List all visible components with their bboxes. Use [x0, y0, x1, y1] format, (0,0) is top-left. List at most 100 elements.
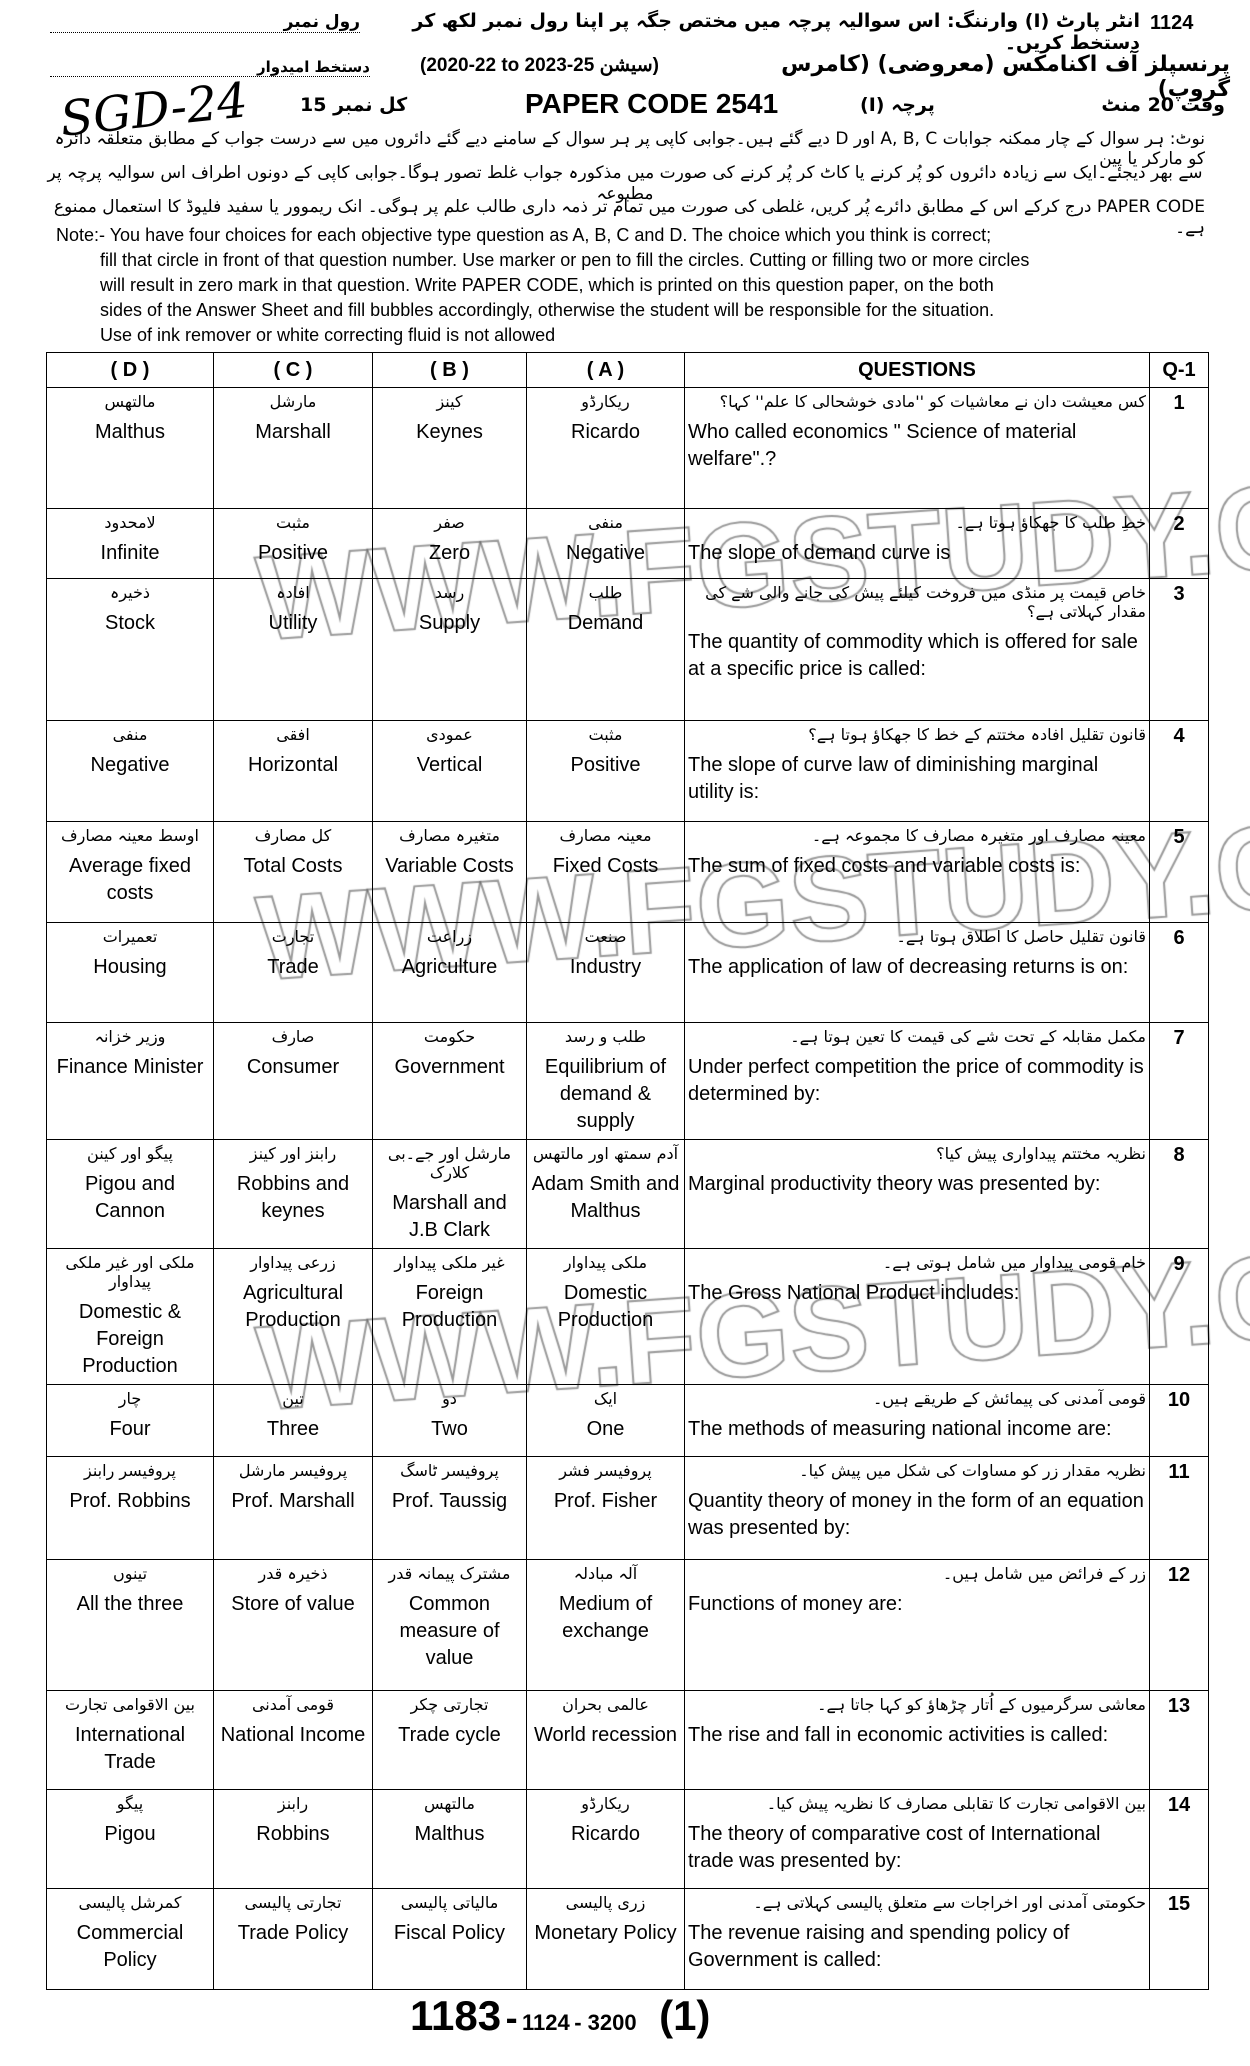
question-english: The revenue raising and spending policy … — [688, 1922, 1070, 1971]
footer-part: (1) — [659, 1992, 711, 2039]
option-urdu: آدم سمتھ اور مالتھس — [532, 1144, 679, 1163]
question-number: 5 — [1149, 821, 1209, 923]
option-urdu: رسد — [434, 583, 465, 602]
option-urdu: ذخیرہ قدر — [258, 1564, 328, 1583]
question-english: The slope of demand curve is — [688, 542, 951, 564]
option-urdu: زرعی پیداوار — [250, 1253, 336, 1272]
option-english: Utility — [268, 612, 318, 634]
question-row: پیگو اور کینن Pigou and Cannon رابنز اور ک… — [46, 1139, 1209, 1249]
option-b: غیر ملکی پیداوار Foreign Production — [372, 1248, 527, 1385]
question-text: قانون تقلیل حاصل کا اطلاق ہوتا ہے۔ The ap… — [684, 922, 1150, 1023]
option-english: Pigou — [104, 1823, 156, 1845]
option-english: Prof. Taussig — [391, 1490, 508, 1512]
option-urdu: تینوں — [112, 1564, 148, 1583]
question-english: The Gross National Product includes: — [688, 1282, 1020, 1304]
option-b: صفر Zero — [372, 508, 527, 579]
option-urdu: غیر ملکی پیداوار — [394, 1253, 505, 1272]
option-c: رابنز Robbins — [213, 1789, 373, 1889]
option-c: صارف Consumer — [213, 1022, 373, 1140]
question-urdu: خطِ طلب کا جھکاؤ ہوتا ہے۔ — [955, 513, 1146, 532]
paper-number: 1124 — [1150, 12, 1194, 34]
question-text: خطِ طلب کا جھکاؤ ہوتا ہے۔ The slope of de… — [684, 508, 1150, 579]
option-b: پروفیسر ٹاسگ Prof. Taussig — [372, 1456, 527, 1560]
question-text: خاص قیمت پر منڈی میں فروخت کیلئے پیش کی … — [684, 578, 1150, 721]
option-urdu: پروفیسر رابنز — [84, 1461, 176, 1480]
question-row: وزیر خزانہ Finance Minister صارف Consumer حک… — [46, 1022, 1209, 1140]
option-english: Equilibrium of demand & supply — [544, 1056, 667, 1132]
option-urdu: صنعت — [584, 927, 627, 946]
option-urdu: لامحدود — [104, 513, 156, 532]
option-b: مالیاتی پالیسی Fiscal Policy — [372, 1888, 527, 1990]
session: (2020-22 to 2023-25 سیشن) — [420, 55, 659, 76]
option-english: Pigou and Cannon — [84, 1173, 176, 1222]
question-text: معینہ مصارف اور متغیرہ مصارف کا مجموعہ ہ… — [684, 821, 1150, 923]
question-urdu: قومی آمدنی کی پیمائش کے طریقے ہیں۔ — [873, 1389, 1146, 1408]
option-urdu: مشترک پیمانہ قدر — [388, 1564, 511, 1583]
question-text: زر کے فرائض میں شامل ہیں۔ Functions of mo… — [684, 1559, 1150, 1691]
option-c: ذخیرہ قدر Store of value — [213, 1559, 373, 1691]
option-d: پیگو اور کینن Pigou and Cannon — [46, 1139, 214, 1249]
question-row: تعمیرات Housing تجارت Trade زراعت Agriculture… — [46, 922, 1209, 1023]
column-header: ( C ) — [213, 352, 373, 388]
question-urdu: معینہ مصارف اور متغیرہ مصارف کا مجموعہ ہ… — [811, 826, 1146, 845]
column-header: ( D ) — [46, 352, 214, 388]
question-row: منفی Negative افقی Horizontal عمودی Vertical م… — [46, 720, 1209, 822]
option-d: پروفیسر رابنز Prof. Robbins — [46, 1456, 214, 1560]
option-english: International Trade — [74, 1724, 186, 1773]
question-urdu: نظریہ مختتم پیداواری پیش کیا؟ — [936, 1144, 1146, 1163]
option-c: رابنز اور کینز Robbins and keynes — [213, 1139, 373, 1249]
question-number: 4 — [1149, 720, 1209, 822]
question-row: مالتھس Malthus مارشل Marshall کینز Keynes ریکا… — [46, 387, 1209, 509]
option-urdu: منفی — [112, 725, 148, 744]
option-urdu: زری پالیسی — [565, 1893, 646, 1912]
option-urdu: حکومت — [423, 1027, 476, 1046]
option-english: Three — [266, 1418, 320, 1440]
question-row: کمرشل پالیسی Commercial Policy تجارتی پالی… — [46, 1888, 1209, 1990]
option-english: Housing — [93, 956, 167, 978]
option-urdu: کل مصارف — [254, 826, 332, 845]
option-d: اوسط معینہ مصارف Average fixed costs — [46, 821, 214, 923]
option-a: زری پالیسی Monetary Policy — [526, 1888, 685, 1990]
option-english: Fixed Costs — [552, 855, 659, 877]
option-c: زرعی پیداوار Agricultural Production — [213, 1248, 373, 1385]
question-english: Functions of money are: — [688, 1593, 903, 1615]
option-english: Domestic Production — [557, 1282, 654, 1331]
english-note-line: sides of the Answer Sheet and fill bubbl… — [100, 300, 995, 320]
option-urdu: تجارتی پالیسی — [244, 1893, 342, 1912]
question-number: 7 — [1149, 1022, 1209, 1140]
question-urdu: مکمل مقابلہ کے تحت شے کی قیمت کا تعین ہو… — [790, 1027, 1146, 1046]
question-number: 12 — [1149, 1559, 1209, 1691]
option-b: متغیرہ مصارف Variable Costs — [372, 821, 527, 923]
option-a: عالمی بحران World recession — [526, 1690, 685, 1790]
option-urdu: پیگو اور کینن — [87, 1144, 173, 1163]
question-english: Quantity theory of money in the form of … — [688, 1490, 1144, 1539]
option-english: Average fixed costs — [69, 855, 191, 904]
option-english: Agricultural Production — [242, 1282, 344, 1331]
option-urdu: چار — [118, 1389, 142, 1408]
option-english: Prof. Marshall — [231, 1490, 355, 1512]
question-row: پیگو Pigou رابنز Robbins مالتھس Malthus ریکارڈ… — [46, 1789, 1209, 1889]
option-a: طلب Demand — [526, 578, 685, 721]
option-a: ایک One — [526, 1384, 685, 1457]
option-english: Trade cycle — [398, 1724, 501, 1746]
option-english: Zero — [428, 542, 471, 564]
signature-label: دستخط امیدوار — [50, 58, 370, 77]
question-urdu: زر کے فرائض میں شامل ہیں۔ — [942, 1564, 1146, 1583]
option-urdu: تعمیرات — [102, 927, 158, 946]
warning-text: انٹر پارٹ (I) وارننگ: اس سوالیہ پرچہ میں… — [412, 10, 1140, 54]
option-urdu: مالیاتی پالیسی — [400, 1893, 499, 1912]
option-english: Negative — [566, 542, 645, 564]
english-note-line: will result in zero mark in that questio… — [100, 275, 994, 295]
question-number: 14 — [1149, 1789, 1209, 1889]
option-english: One — [586, 1418, 625, 1440]
option-english: Finance Minister — [56, 1056, 204, 1078]
column-header: Q-1 — [1149, 352, 1209, 388]
option-english: Marshall and J.B Clark — [392, 1192, 507, 1241]
english-note-line: fill that circle in front of that questi… — [100, 250, 1030, 270]
option-english: Malthus — [94, 421, 166, 443]
question-english: The application of law of decreasing ret… — [688, 956, 1129, 978]
option-c: تین Three — [213, 1384, 373, 1457]
total-marks: کل نمبر 15 — [300, 94, 408, 116]
english-note-line: Note:- You have four choices for each ob… — [56, 225, 992, 245]
column-header: ( B ) — [372, 352, 527, 388]
